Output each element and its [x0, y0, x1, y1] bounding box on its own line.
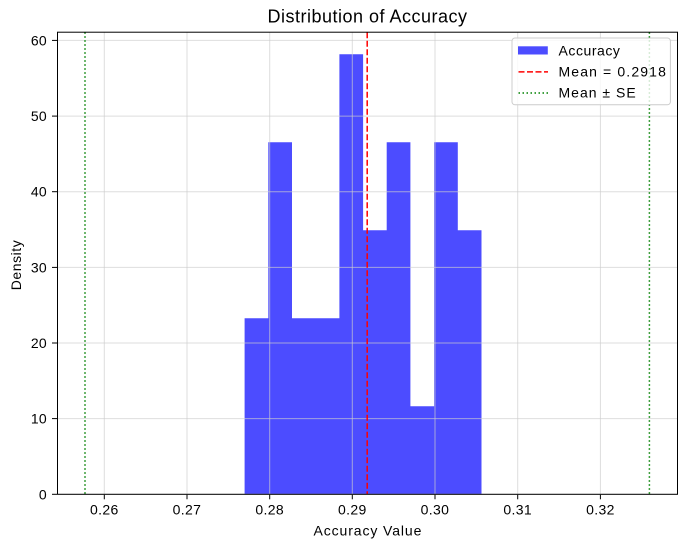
svg-text:Distribution of Accuracy: Distribution of Accuracy	[267, 7, 467, 27]
svg-text:0.29: 0.29	[338, 502, 367, 518]
svg-text:0.28: 0.28	[255, 502, 284, 518]
svg-text:30: 30	[31, 259, 47, 275]
svg-text:0: 0	[39, 486, 47, 502]
svg-text:0.27: 0.27	[173, 502, 202, 518]
svg-text:0.26: 0.26	[90, 502, 119, 518]
svg-text:50: 50	[31, 108, 47, 124]
svg-text:10: 10	[31, 411, 47, 427]
svg-text:40: 40	[31, 184, 47, 200]
svg-text:Accuracy: Accuracy	[559, 42, 621, 58]
svg-text:20: 20	[31, 335, 47, 351]
svg-text:Mean ± SE: Mean ± SE	[559, 84, 637, 100]
svg-text:60: 60	[31, 32, 47, 48]
svg-text:0.30: 0.30	[421, 502, 450, 518]
svg-text:0.31: 0.31	[503, 502, 532, 518]
svg-text:Accuracy Value: Accuracy Value	[313, 523, 422, 539]
svg-text:Density: Density	[8, 240, 24, 291]
svg-text:Mean = 0.2918: Mean = 0.2918	[559, 63, 668, 79]
svg-text:0.32: 0.32	[586, 502, 615, 518]
